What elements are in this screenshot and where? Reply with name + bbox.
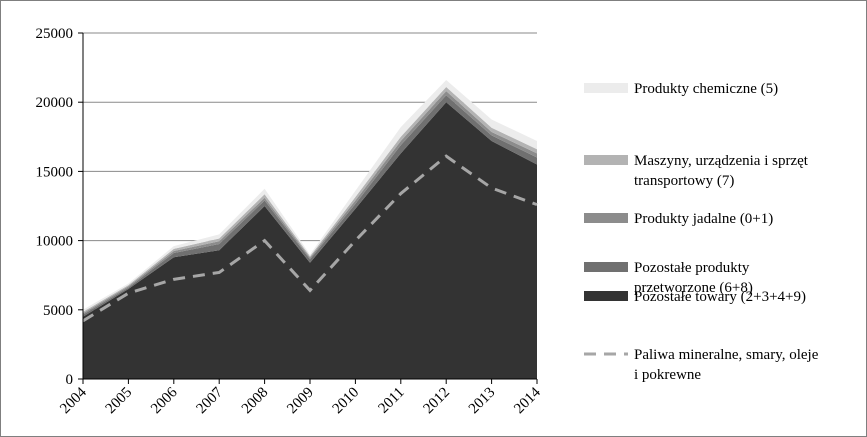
x-tick-label: 2012 xyxy=(421,385,454,418)
y-tick-label: 25000 xyxy=(36,26,74,42)
legend-item: Produkty jadalne (0+1) xyxy=(584,211,773,227)
legend-label: Pozostałe produkty xyxy=(634,260,750,276)
y-tick-label: 10000 xyxy=(36,234,74,250)
legend: Produkty chemiczne (5) Maszyny, urządzeni… xyxy=(584,81,819,383)
y-tick-label: 0 xyxy=(66,372,74,388)
legend-swatch xyxy=(584,213,628,223)
y-tick-label: 15000 xyxy=(36,164,74,180)
legend-label: Paliwa mineralne, smary, oleje xyxy=(634,347,819,363)
y-tick-label: 20000 xyxy=(36,95,74,111)
legend-swatch xyxy=(584,262,628,272)
legend-swatch xyxy=(584,155,628,165)
axes xyxy=(78,32,538,384)
x-tick-labels: 2004 2005 2006 2007 2008 2009 2010 2011 2012 2013… xyxy=(57,384,544,417)
x-tick-label: 2011 xyxy=(375,385,407,417)
x-tick-label: 2009 xyxy=(284,385,317,418)
legend-label: i pokrewne xyxy=(634,367,701,383)
x-tick-label: 2005 xyxy=(103,385,136,418)
x-tick-label: 2008 xyxy=(239,385,272,418)
legend-label: transportowy (7) xyxy=(634,173,734,189)
legend-item: Pozostałe towary (2+3+4+9) xyxy=(584,289,806,305)
legend-label: Produkty jadalne (0+1) xyxy=(634,211,773,227)
legend-label: Produkty chemiczne (5) xyxy=(634,81,778,97)
x-tick-label: 2007 xyxy=(194,384,227,417)
x-tick-label: 2014 xyxy=(511,384,544,417)
legend-swatch xyxy=(584,291,628,301)
x-tick-label: 2013 xyxy=(466,385,499,418)
stacked-areas xyxy=(83,80,537,379)
line-paliwa xyxy=(82,154,538,323)
legend-item: Maszyny, urządzenia i sprzęt transportowy… xyxy=(584,153,809,189)
y-tick-label: 5000 xyxy=(43,303,73,319)
legend-label: Pozostałe towary (2+3+4+9) xyxy=(634,289,806,305)
y-tick-labels: 0 5000 10000 15000 20000 25000 xyxy=(36,26,74,388)
legend-item: Paliwa mineralne, smary, oleje i pokrewne xyxy=(584,347,819,383)
legend-label: Maszyny, urządzenia i sprzęt xyxy=(634,153,809,169)
legend-label: przetworzone (6+8) xyxy=(634,280,753,296)
x-tick-label: 2004 xyxy=(57,384,90,417)
x-tick-label: 2006 xyxy=(148,384,181,417)
legend-item: Pozostałe produkty przetworzone (6+8) xyxy=(584,260,753,296)
legend-item: Produkty chemiczne (5) xyxy=(584,81,778,97)
x-tick-label: 2010 xyxy=(330,385,363,418)
legend-swatch xyxy=(584,83,628,93)
area-series-0 xyxy=(83,102,537,379)
dashed-line-series xyxy=(82,154,538,323)
